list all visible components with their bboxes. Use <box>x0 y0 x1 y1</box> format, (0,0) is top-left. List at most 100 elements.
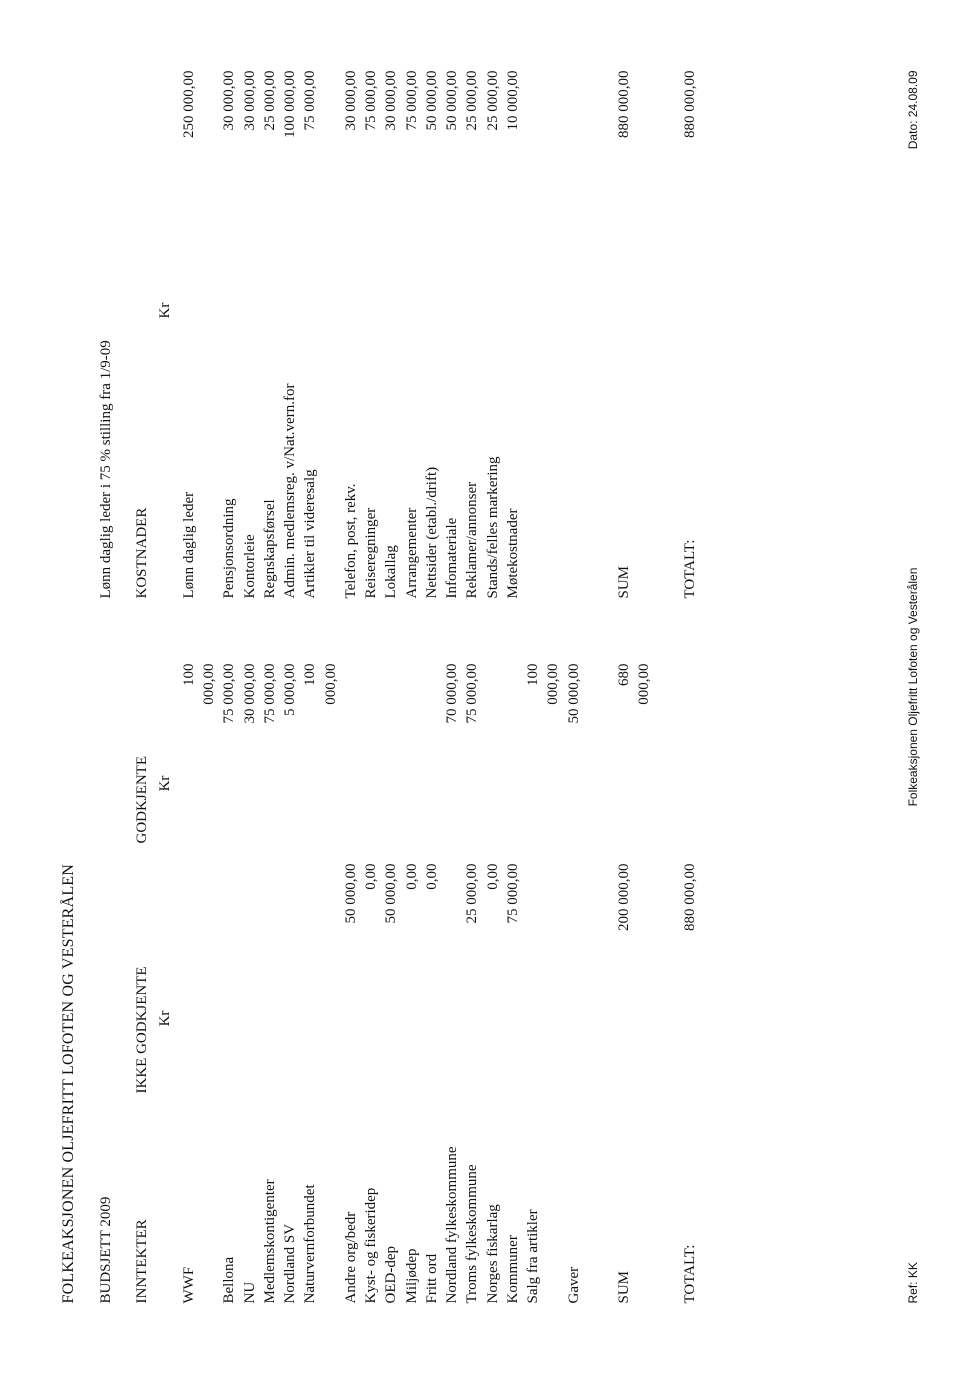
budget-row: OED-dep 50 000,00 Lokallag 30 000,00 <box>381 70 401 1303</box>
cost-label: Pensjonsordning <box>219 318 239 598</box>
income-ikke: 75 000,00 <box>503 843 523 943</box>
column-headers: INNTEKTER IKKE GODKJENTE GODKJENTE KOSTN… <box>132 70 152 1303</box>
cost-kr: 30 000,00 <box>240 70 260 238</box>
income-god: 50 000,00 <box>564 623 584 723</box>
budget-row: Andre org/bedr 50 000,00 Telefon, post, re… <box>341 70 361 1303</box>
cost-label: Nettsider (etabl./drift) <box>422 318 442 598</box>
income-ikke: 0,00 <box>422 843 442 943</box>
kr-label-god: Kr <box>155 723 175 843</box>
subtitle-row: BUDSJETT 2009 Lønn daglig leder i 75 % s… <box>96 70 116 1303</box>
kr-header-row: Kr Kr Kr <box>155 70 175 1303</box>
income-label: Fritt ord <box>422 1093 442 1303</box>
budget-row: Naturvernforbundet100 000,00Artikler til… <box>300 70 341 1303</box>
income-ikke: 50 000,00 <box>341 843 361 943</box>
cost-label: Kontorleie <box>240 318 260 598</box>
cost-label: Artikler til videresalg <box>300 318 320 598</box>
cost-kr: 75 000,00 <box>300 70 320 238</box>
income-label: Gaver <box>564 1093 584 1303</box>
income-label: Medlemskontigenter <box>260 1093 280 1303</box>
income-god: 70 000,00 <box>442 623 462 723</box>
totalt-kr: 880 000,00 <box>680 70 700 238</box>
income-god: 100 000,00 <box>179 623 220 723</box>
income-label: Salg fra artikler <box>523 1093 543 1303</box>
income-god: 75 000,00 <box>219 623 239 723</box>
income-label: Andre org/bedr <box>341 1093 361 1303</box>
footer-ref: Ref: KK <box>906 1262 920 1303</box>
cost-label: Regnskapsførsel <box>260 318 280 598</box>
sum-kr: 880 000,00 <box>614 70 634 238</box>
income-god: 100 000,00 <box>523 623 564 723</box>
budget-row: Kyst- og fiskeridep0,00Reiseregninger75 … <box>361 70 381 1303</box>
cost-kr: 30 000,00 <box>341 70 361 238</box>
income-label: Norges fiskarlag <box>483 1093 503 1303</box>
budget-row: Gaver 50 000,00 <box>564 70 584 1303</box>
cost-kr: 25 000,00 <box>260 70 280 238</box>
totalt-row: TOTALT: 880 000,00 TOTALT: 880 000,00 <box>680 70 700 1303</box>
income-label: Troms fylkeskommune <box>462 1093 482 1303</box>
cost-label: Admin. medlemsreg. v/Nat.vern.for <box>280 318 300 598</box>
cost-kr: 75 000,00 <box>361 70 381 238</box>
income-label: Nordland fylkeskommune <box>442 1093 462 1303</box>
income-label: Bellona <box>219 1093 239 1303</box>
sum-row: SUM 200 000,00 680 000,00 SUM 880 000,00 <box>614 70 655 1303</box>
income-ikke: 0,00 <box>483 843 503 943</box>
sum-label: SUM <box>614 1093 634 1303</box>
header-kostnader: KOSTNADER <box>132 318 152 598</box>
cost-kr: 50 000,00 <box>442 70 462 238</box>
totalt-kost-label: TOTALT: <box>680 318 700 598</box>
budget-row: Nordland fylkeskommune 70 000,00 Infomater… <box>442 70 462 1303</box>
budget-row: WWF100 000,00Lønn daglig leder250 000,00 <box>179 70 220 1303</box>
budget-row: Bellona 75 000,00 Pensjonsordning 30 000,00 <box>219 70 239 1303</box>
cost-label: Lokallag <box>381 318 401 598</box>
kr-label-ikke: Kr <box>155 943 175 1093</box>
cost-label: Infomateriale <box>442 318 462 598</box>
sum-ikke: 200 000,00 <box>614 843 634 943</box>
income-label: OED-dep <box>381 1093 401 1303</box>
header-godkjente: GODKJENTE <box>132 723 152 843</box>
cost-label: Reiseregninger <box>361 318 381 598</box>
header-inntekter: INNTEKTER <box>132 1093 152 1303</box>
cost-kr: 30 000,00 <box>219 70 239 238</box>
income-label: Nordland SV <box>280 1093 300 1303</box>
income-label: Kommuner <box>503 1093 523 1303</box>
cost-label: Møtekostnader <box>503 318 523 598</box>
cost-kr: 75 000,00 <box>402 70 422 238</box>
budget-row: Fritt ord 0,00 Nettsider (etabl./drift) 50 … <box>422 70 442 1303</box>
totalt-ikke: 880 000,00 <box>680 843 700 943</box>
income-god: 30 000,00 <box>240 623 260 723</box>
cost-kr: 50 000,00 <box>422 70 442 238</box>
cost-label: Arrangementer <box>402 318 422 598</box>
budget-row: Norges fiskarlag 0,00 Stands/felles marker… <box>483 70 503 1303</box>
income-god: 75 000,00 <box>462 623 482 723</box>
cost-kr: 25 000,00 <box>462 70 482 238</box>
cost-kr: 250 000,00 <box>179 70 199 238</box>
header-ikke-godkjente: IKKE GODKJENTE <box>132 943 152 1093</box>
income-ikke: 0,00 <box>361 843 381 943</box>
income-god: 75 000,00 <box>260 623 280 723</box>
page-footer: Ref: KK Folkeaksjonen Oljefritt Lofoten … <box>906 70 920 1303</box>
budget-row: Miljødep0,00Arrangementer75 000,00 <box>402 70 422 1303</box>
cost-kr: 30 000,00 <box>381 70 401 238</box>
footer-date: Dato: 24.08.09 <box>906 70 920 149</box>
cost-label: Reklamer/annonser <box>462 318 482 598</box>
budget-row: Kommuner75 000,00Møtekostnader10 000,00 <box>503 70 523 1303</box>
cost-label: Stands/felles markering <box>483 318 503 598</box>
leader-note: Lønn daglig leder i 75 % stilling fra 1/… <box>96 70 116 598</box>
income-ikke: 50 000,00 <box>381 843 401 943</box>
income-label: Naturvernforbundet <box>300 1093 320 1303</box>
income-label: WWF <box>179 1093 199 1303</box>
kr-label-kost: Kr <box>155 238 175 318</box>
budget-page: FOLKEAKSJONEN OLJEFRITT LOFOTEN OG VESTE… <box>0 0 960 1373</box>
income-ikke: 25 000,00 <box>462 843 482 943</box>
footer-center: Folkeaksjonen Oljefritt Lofoten og Veste… <box>906 567 920 806</box>
budget-subtitle: BUDSJETT 2009 <box>96 1093 116 1303</box>
totalt-label: TOTALT: <box>680 1093 700 1303</box>
sum-kost-label: SUM <box>614 318 634 598</box>
income-label: Miljødep <box>402 1093 422 1303</box>
budget-row: Nordland SV5 000,00Admin. medlemsreg. v/… <box>280 70 300 1303</box>
budget-row: Salg fra artikler 100 000,00 <box>523 70 564 1303</box>
cost-label: Telefon, post, rekv. <box>341 318 361 598</box>
document-title: FOLKEAKSJONEN OLJEFRITT LOFOTEN OG VESTE… <box>60 70 78 1303</box>
sum-god: 680 000,00 <box>614 623 655 723</box>
budget-row: Troms fylkeskommune 25 000,00 75 000,00 Rek… <box>462 70 482 1303</box>
